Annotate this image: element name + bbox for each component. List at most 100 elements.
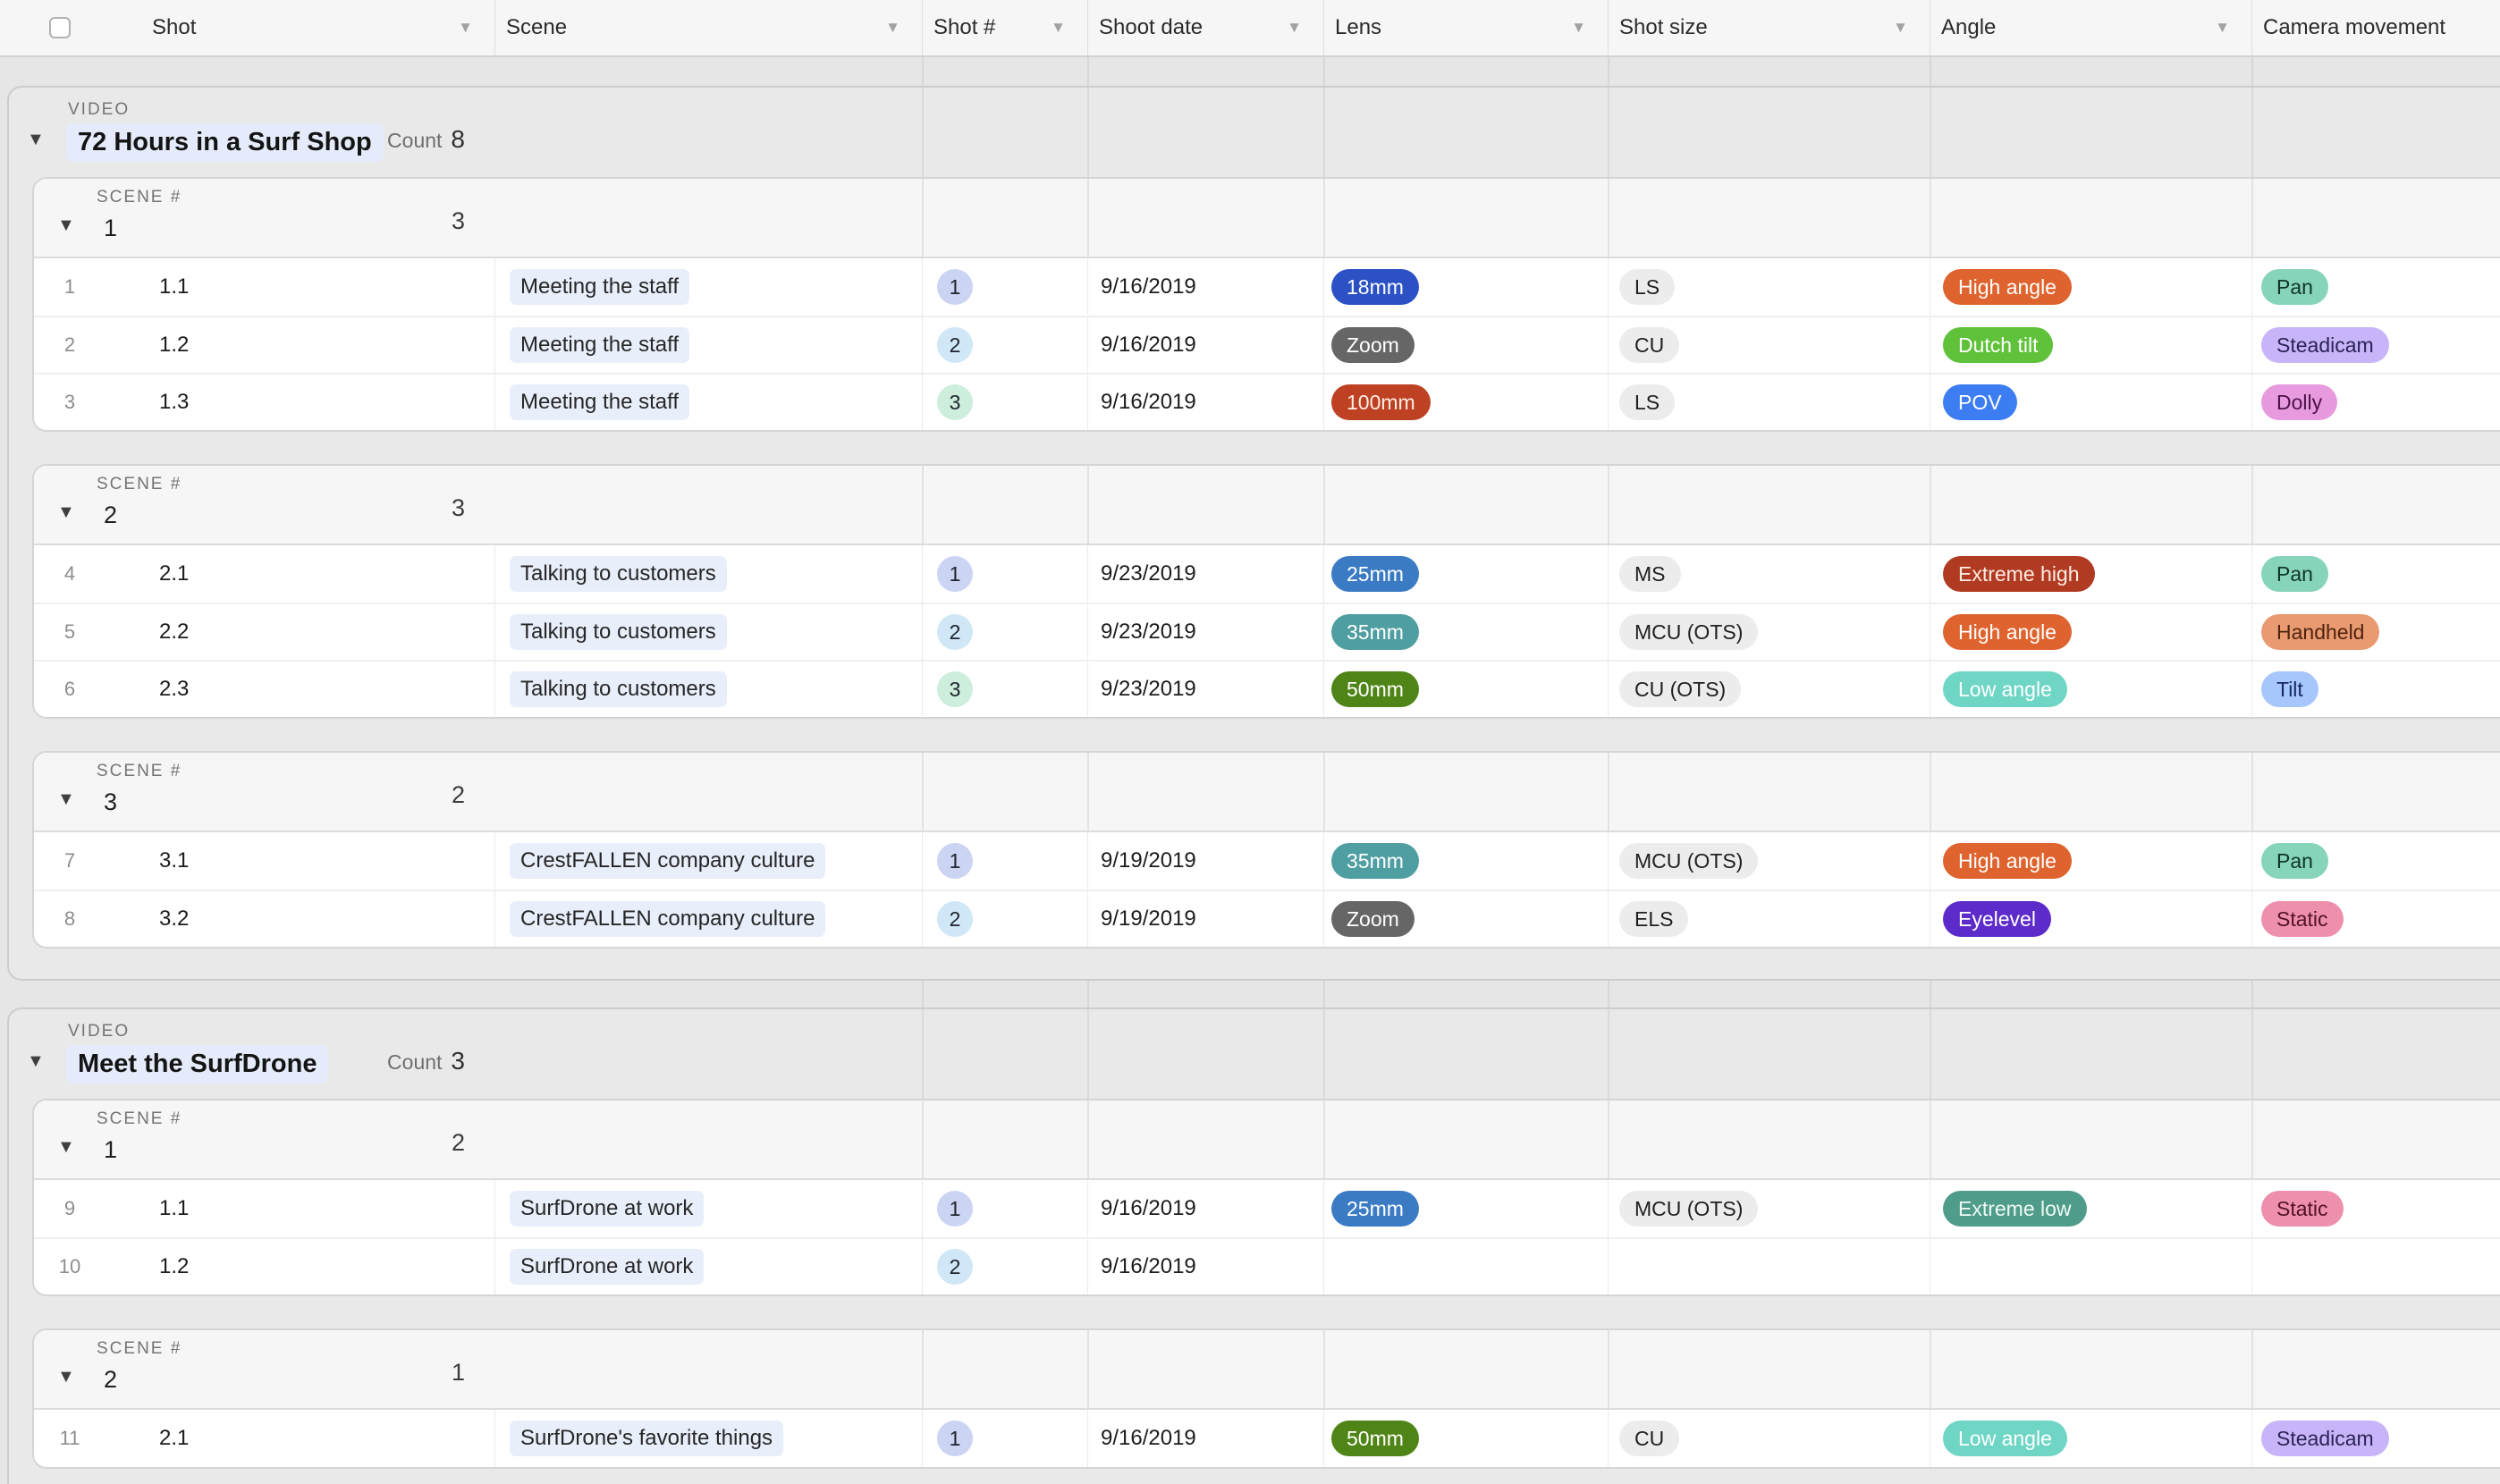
cell-camera-movement[interactable]: Pan (2251, 258, 2500, 316)
cell-camera-movement[interactable]: Tilt (2251, 662, 2500, 717)
cell-lens[interactable]: 100mm (1323, 375, 1608, 430)
cell-camera-movement[interactable]: Static (2251, 891, 2500, 947)
cell-shot-size[interactable]: CU (OTS) (1608, 662, 1930, 717)
chevron-down-icon[interactable]: ▼ (1051, 19, 1066, 36)
cell-camera-movement[interactable]: Static (2251, 1180, 2500, 1237)
cell-shot[interactable]: 11 2.1 (34, 1410, 494, 1467)
cell-angle[interactable]: Extreme high (1930, 545, 2251, 603)
cell-camera-movement[interactable]: Steadicam (2251, 1410, 2500, 1467)
cell-shot-number[interactable]: 2 (922, 891, 1087, 947)
cell-shot[interactable]: 5 2.2 (34, 604, 494, 660)
cell-shoot-date[interactable]: 9/16/2019 (1087, 1239, 1323, 1294)
collapse-triangle-icon[interactable]: ▼ (57, 1367, 75, 1387)
cell-shot-size[interactable]: CU (1608, 1410, 1930, 1467)
cell-angle[interactable]: Eyelevel (1930, 891, 2251, 947)
cell-shot-size[interactable]: LS (1608, 375, 1930, 430)
cell-shoot-date[interactable]: 9/16/2019 (1087, 1410, 1323, 1467)
cell-shot-size[interactable]: CU (1608, 317, 1930, 373)
cell-shot[interactable]: 9 1.1 (34, 1180, 494, 1237)
chevron-down-icon[interactable]: ▼ (1893, 19, 1908, 36)
cell-shot-number[interactable]: 1 (922, 545, 1087, 603)
cell-angle[interactable]: Low angle (1930, 662, 2251, 717)
cell-shot-number[interactable]: 1 (922, 258, 1087, 316)
chevron-down-icon[interactable]: ▼ (1571, 19, 1586, 36)
cell-angle[interactable]: Extreme low (1930, 1180, 2251, 1237)
cell-shot[interactable]: 4 2.1 (34, 545, 494, 603)
cell-camera-movement[interactable]: Handheld (2251, 604, 2500, 660)
cell-angle[interactable]: Low angle (1930, 1410, 2251, 1467)
cell-shot[interactable]: 3 1.3 (34, 375, 494, 430)
cell-shot-number[interactable]: 3 (922, 375, 1087, 430)
cell-shot[interactable]: 6 2.3 (34, 662, 494, 717)
column-header-shot_no[interactable]: Shot # ▼ (922, 0, 1087, 55)
cell-lens[interactable]: 35mm (1323, 604, 1608, 660)
cell-shoot-date[interactable]: 9/23/2019 (1087, 662, 1323, 717)
cell-shot-number[interactable]: 1 (922, 1180, 1087, 1237)
chevron-down-icon[interactable]: ▼ (1287, 19, 1302, 36)
cell-scene[interactable]: SurfDrone's favorite things (494, 1410, 922, 1467)
cell-angle[interactable]: Dutch tilt (1930, 317, 2251, 373)
cell-shoot-date[interactable]: 9/16/2019 (1087, 317, 1323, 373)
cell-shot-number[interactable]: 2 (922, 1239, 1087, 1294)
cell-lens[interactable]: 18mm (1323, 258, 1608, 316)
cell-shot-size[interactable]: MCU (OTS) (1608, 604, 1930, 660)
column-header-camera_movement[interactable]: Camera movement (2251, 0, 2500, 55)
cell-scene[interactable]: Talking to customers (494, 662, 922, 717)
cell-camera-movement[interactable] (2251, 1239, 2500, 1294)
cell-shot-size[interactable]: LS (1608, 258, 1930, 316)
cell-shot-size[interactable]: MCU (OTS) (1608, 832, 1930, 890)
cell-lens[interactable]: Zoom (1323, 891, 1608, 947)
cell-camera-movement[interactable]: Steadicam (2251, 317, 2500, 373)
cell-scene[interactable]: CrestFALLEN company culture (494, 891, 922, 947)
cell-shoot-date[interactable]: 9/16/2019 (1087, 1180, 1323, 1237)
cell-lens[interactable]: 50mm (1323, 1410, 1608, 1467)
cell-scene[interactable]: SurfDrone at work (494, 1239, 922, 1294)
column-header-shoot_date[interactable]: Shoot date ▼ (1087, 0, 1323, 55)
column-header-lens[interactable]: Lens ▼ (1323, 0, 1608, 55)
column-header-shot_size[interactable]: Shot size ▼ (1608, 0, 1930, 55)
cell-angle[interactable]: High angle (1930, 258, 2251, 316)
cell-shoot-date[interactable]: 9/19/2019 (1087, 891, 1323, 947)
collapse-triangle-icon[interactable]: ▼ (27, 1051, 45, 1071)
column-header-shot[interactable]: Shot ▼ (0, 0, 494, 55)
cell-shoot-date[interactable]: 9/23/2019 (1087, 604, 1323, 660)
chevron-down-icon[interactable]: ▼ (2215, 19, 2230, 36)
cell-shot-number[interactable]: 2 (922, 317, 1087, 373)
column-header-angle[interactable]: Angle ▼ (1930, 0, 2251, 55)
cell-angle[interactable]: POV (1930, 375, 2251, 430)
cell-shoot-date[interactable]: 9/16/2019 (1087, 258, 1323, 316)
cell-shot[interactable]: 10 1.2 (34, 1239, 494, 1294)
cell-shot-number[interactable]: 1 (922, 832, 1087, 890)
cell-shot[interactable]: 1 1.1 (34, 258, 494, 316)
cell-lens[interactable]: 25mm (1323, 545, 1608, 603)
cell-scene[interactable]: Meeting the staff (494, 317, 922, 373)
column-header-scene[interactable]: Scene ▼ (494, 0, 922, 55)
collapse-triangle-icon[interactable]: ▼ (57, 502, 75, 522)
collapse-triangle-icon[interactable]: ▼ (27, 130, 45, 149)
cell-lens[interactable]: 50mm (1323, 662, 1608, 717)
cell-shoot-date[interactable]: 9/19/2019 (1087, 832, 1323, 890)
cell-shoot-date[interactable]: 9/23/2019 (1087, 545, 1323, 603)
cell-shot-number[interactable]: 1 (922, 1410, 1087, 1467)
cell-lens[interactable]: 35mm (1323, 832, 1608, 890)
cell-angle[interactable] (1930, 1239, 2251, 1294)
cell-shot-size[interactable] (1608, 1239, 1930, 1294)
cell-lens[interactable] (1323, 1239, 1608, 1294)
cell-camera-movement[interactable]: Pan (2251, 545, 2500, 603)
chevron-down-icon[interactable]: ▼ (885, 19, 900, 36)
cell-angle[interactable]: High angle (1930, 604, 2251, 660)
cell-camera-movement[interactable]: Dolly (2251, 375, 2500, 430)
cell-lens[interactable]: Zoom (1323, 317, 1608, 373)
cell-camera-movement[interactable]: Pan (2251, 832, 2500, 890)
collapse-triangle-icon[interactable]: ▼ (57, 215, 75, 235)
cell-lens[interactable]: 25mm (1323, 1180, 1608, 1237)
cell-shot-size[interactable]: MCU (OTS) (1608, 1180, 1930, 1237)
cell-scene[interactable]: CrestFALLEN company culture (494, 832, 922, 890)
cell-scene[interactable]: Meeting the staff (494, 375, 922, 430)
chevron-down-icon[interactable]: ▼ (458, 19, 473, 36)
cell-shot[interactable]: 2 1.2 (34, 317, 494, 373)
cell-scene[interactable]: Meeting the staff (494, 258, 922, 316)
collapse-triangle-icon[interactable]: ▼ (57, 1137, 75, 1157)
cell-shot-number[interactable]: 2 (922, 604, 1087, 660)
cell-shoot-date[interactable]: 9/16/2019 (1087, 375, 1323, 430)
